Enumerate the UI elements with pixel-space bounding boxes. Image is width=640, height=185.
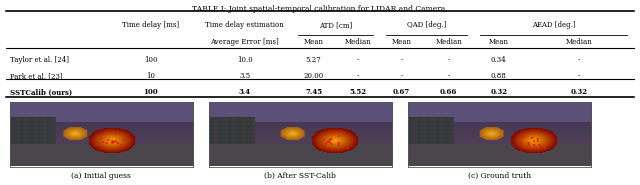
Text: 0.67: 0.67 (393, 88, 410, 96)
Text: 10: 10 (146, 72, 155, 80)
Text: Time delay [ms]: Time delay [ms] (122, 21, 179, 29)
Text: 20.00: 20.00 (303, 72, 324, 80)
Text: 3.4: 3.4 (239, 88, 251, 96)
Text: Mean: Mean (489, 38, 509, 46)
Text: -: - (401, 72, 403, 80)
Text: TABLE I: Joint spatial-temporal calibration for LIDAR and Camera.: TABLE I: Joint spatial-temporal calibrat… (192, 5, 448, 13)
Text: QAD [deg.]: QAD [deg.] (407, 21, 446, 29)
Text: 10.0: 10.0 (237, 56, 253, 64)
Text: Taylor et al. [24]: Taylor et al. [24] (10, 56, 68, 64)
Text: -: - (447, 72, 450, 80)
Text: 7.45: 7.45 (305, 88, 323, 96)
Text: 0.32: 0.32 (570, 88, 588, 96)
Text: (c) Ground truth: (c) Ground truth (468, 172, 531, 180)
Text: 0.88: 0.88 (491, 72, 507, 80)
Text: 0.66: 0.66 (440, 88, 457, 96)
Text: (b) After SST-Calib: (b) After SST-Calib (264, 172, 336, 180)
Text: -: - (577, 72, 580, 80)
Text: (a) Initial guess: (a) Initial guess (71, 172, 131, 180)
Text: 0.34: 0.34 (491, 56, 507, 64)
Text: -: - (401, 56, 403, 64)
Text: Median: Median (565, 38, 592, 46)
Text: 5.27: 5.27 (306, 56, 322, 64)
Text: Average Error [ms]: Average Error [ms] (211, 38, 279, 46)
Text: AEAD [deg.]: AEAD [deg.] (532, 21, 575, 29)
Text: Time delay estimation: Time delay estimation (205, 21, 284, 29)
Text: Mean: Mean (392, 38, 412, 46)
Text: -: - (577, 56, 580, 64)
Text: Mean: Mean (304, 38, 324, 46)
Text: ATD [cm]: ATD [cm] (319, 21, 353, 29)
Text: 3.5: 3.5 (239, 72, 250, 80)
Text: -: - (447, 56, 450, 64)
Text: SSTCalib (ours): SSTCalib (ours) (10, 88, 72, 96)
Text: 5.52: 5.52 (349, 88, 366, 96)
Text: Median: Median (344, 38, 371, 46)
Text: Median: Median (435, 38, 462, 46)
Text: 0.32: 0.32 (490, 88, 508, 96)
Text: -: - (356, 56, 359, 64)
Text: 100: 100 (144, 56, 157, 64)
Text: Park et al. [23]: Park et al. [23] (10, 72, 62, 80)
Text: -: - (356, 72, 359, 80)
Text: 100: 100 (143, 88, 158, 96)
